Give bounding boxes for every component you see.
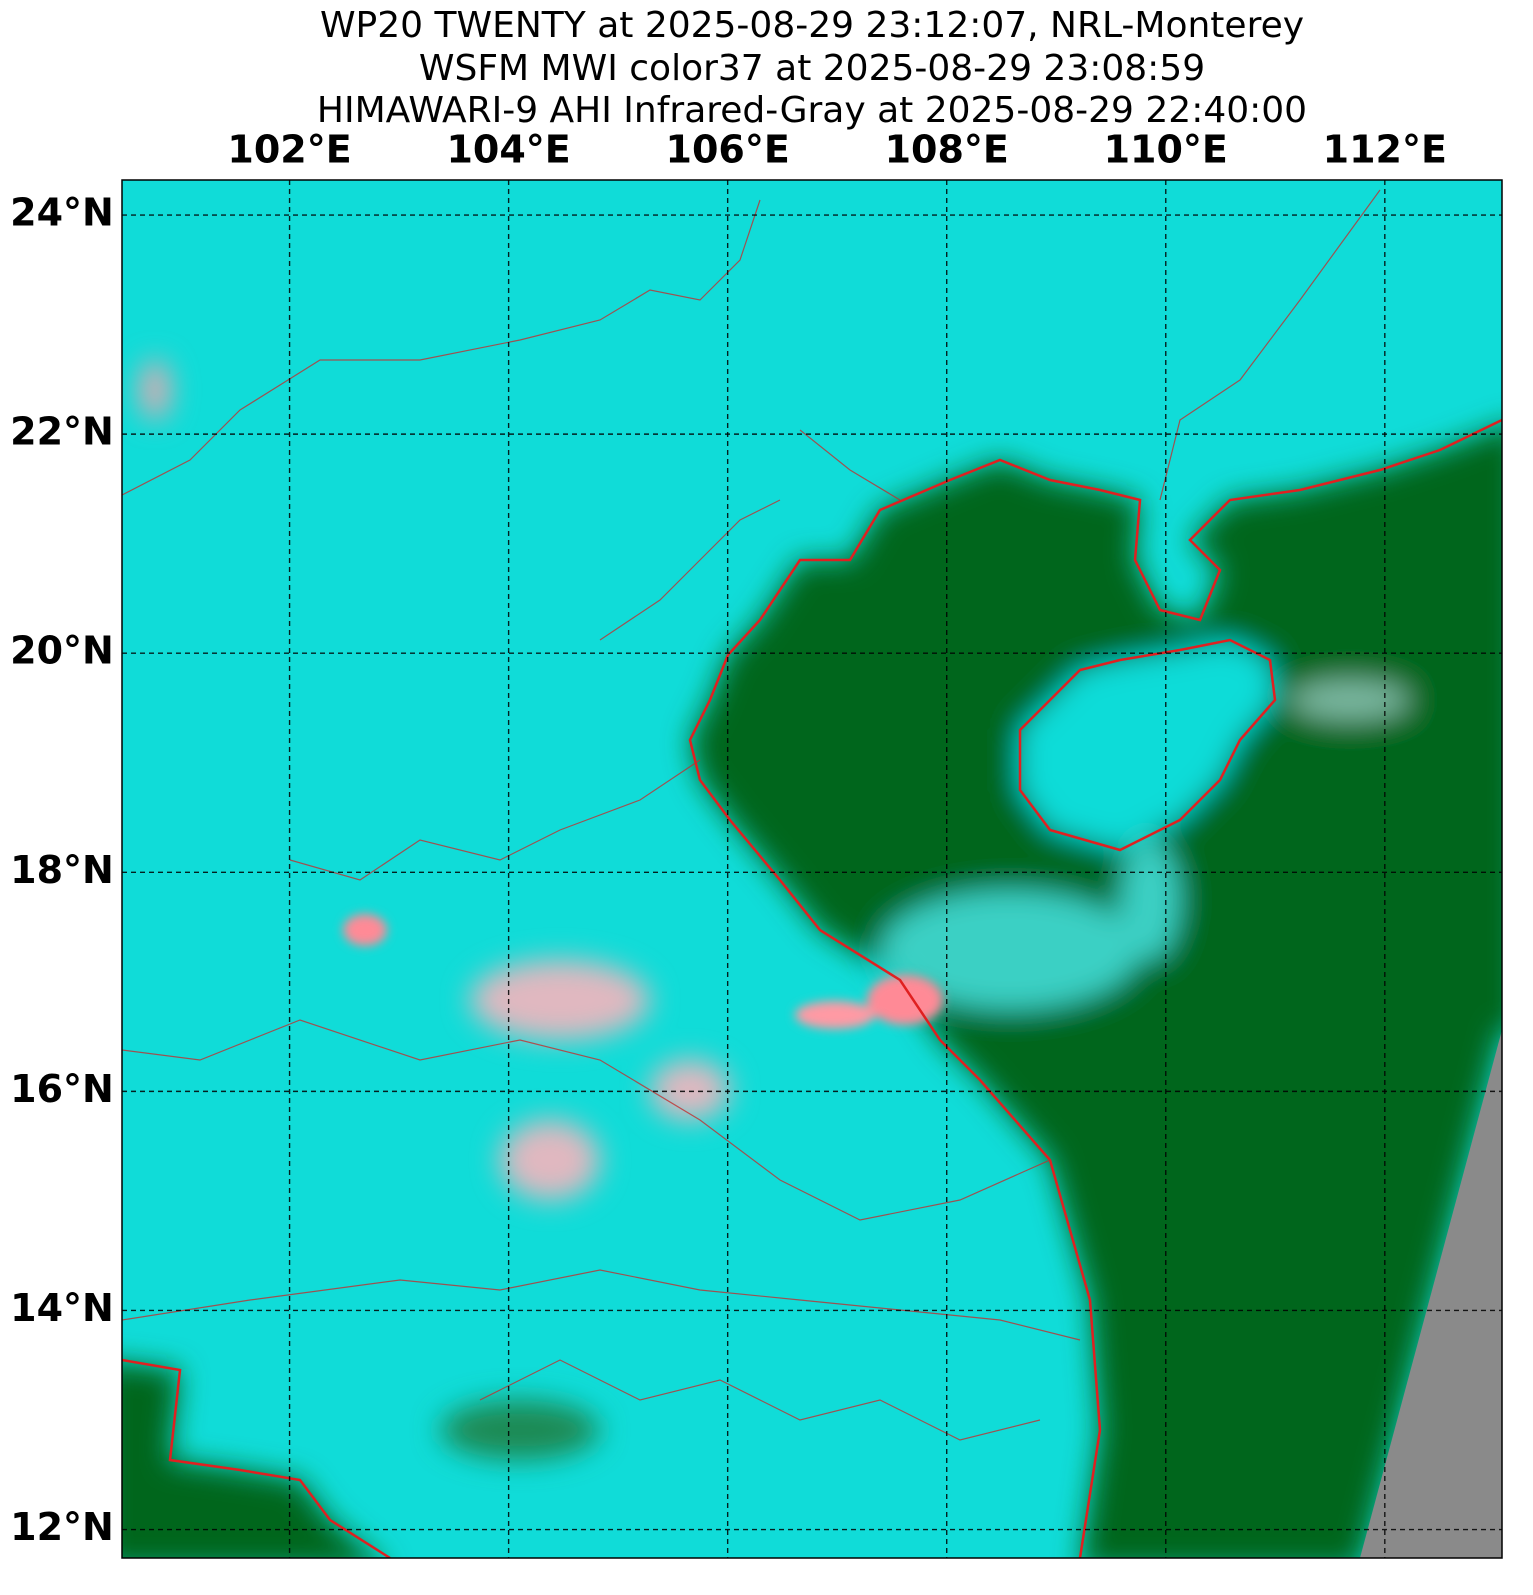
x-tick-label: 102°E [227,128,351,172]
y-tick-label: 22°N [10,410,114,454]
title-line: WSFM MWI color37 at 2025-08-29 23:08:59 [419,48,1205,89]
y-tick-label: 18°N [10,848,114,892]
map-frame [121,179,1503,1559]
x-tick-label: 108°E [885,128,1009,172]
y-tick-label: 20°N [10,629,114,673]
y-tick-label: 14°N [10,1286,114,1330]
title-line: HIMAWARI-9 AHI Infrared-Gray at 2025-08-… [317,90,1307,131]
y-tick-label: 12°N [10,1505,114,1549]
x-tick-label: 112°E [1323,128,1447,172]
x-tick-label: 110°E [1104,128,1228,172]
satellite-swath [1360,1030,1502,1558]
map-image [122,180,1502,1558]
coastline [122,418,1502,1558]
x-tick-label: 104°E [446,128,570,172]
x-tick-label: 106°E [666,128,790,172]
title-line: WP20 TWENTY at 2025-08-29 23:12:07, NRL-… [320,5,1304,46]
y-tick-label: 16°N [10,1067,114,1111]
y-tick-label: 24°N [10,191,114,235]
